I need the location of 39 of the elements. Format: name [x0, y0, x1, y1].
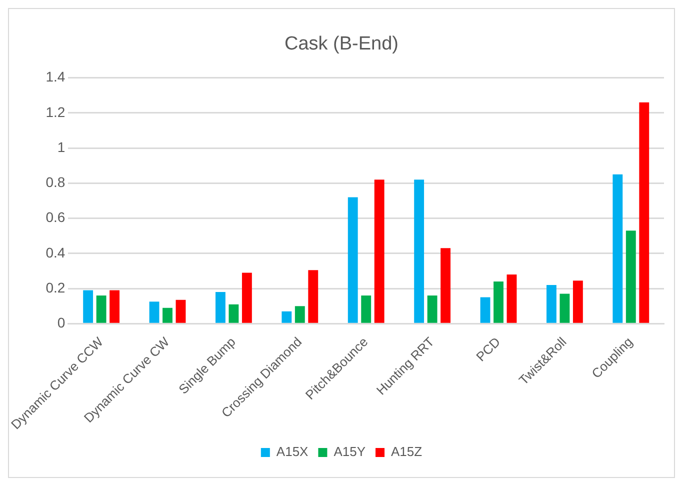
bar	[361, 296, 372, 323]
bar	[83, 290, 94, 323]
bar	[506, 274, 517, 323]
bar	[572, 280, 583, 323]
bar	[546, 285, 556, 323]
y-tick-label: 0.6	[46, 209, 66, 226]
bar	[348, 197, 358, 323]
bar	[440, 248, 451, 323]
bar	[176, 300, 186, 323]
legend-label: A15Y	[334, 444, 366, 460]
bar	[282, 311, 292, 323]
bar	[560, 294, 570, 323]
legend-label: A15X	[276, 444, 309, 460]
bar	[374, 180, 384, 323]
chart-title: Cask (B-End)	[284, 34, 399, 55]
bar	[228, 304, 239, 323]
bar	[494, 281, 504, 323]
y-tick-label: 1	[57, 138, 66, 155]
y-tick-label: 1.2	[46, 104, 66, 120]
y-tick-label: 1.4	[46, 68, 66, 85]
bar	[242, 272, 252, 323]
y-tick-label: 0	[57, 314, 66, 330]
y-tick-label: 0.2	[46, 279, 66, 296]
bar	[626, 230, 636, 323]
bar	[110, 290, 120, 323]
bar	[414, 180, 424, 323]
legend-label: A15Z	[391, 444, 422, 460]
bar	[427, 296, 438, 323]
bar	[639, 102, 650, 323]
bar	[216, 292, 226, 323]
bar	[162, 308, 172, 323]
bar	[96, 296, 106, 323]
bar	[480, 297, 490, 323]
bar	[308, 270, 318, 323]
bar	[149, 302, 160, 323]
bar	[612, 174, 623, 323]
y-tick-label: 0.4	[46, 244, 66, 260]
bar	[294, 306, 305, 323]
y-tick-label: 0.8	[46, 174, 66, 190]
